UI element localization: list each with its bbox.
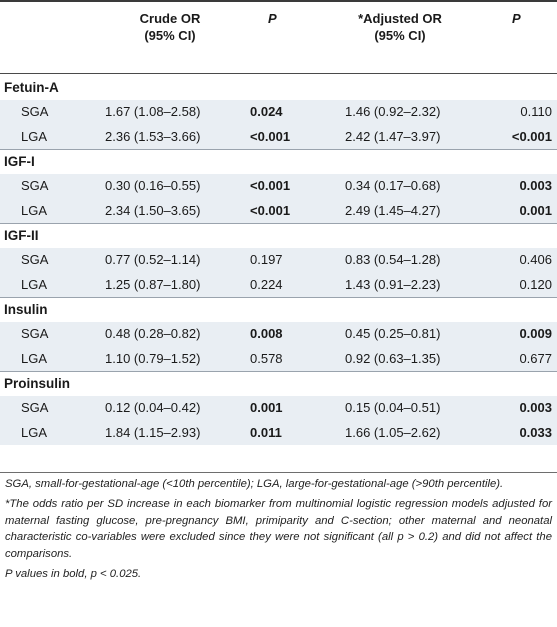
row-label: SGA xyxy=(21,104,49,119)
p-value-crude: 0.001 xyxy=(250,400,283,415)
adjusted-or-value: 0.34 (0.17–0.68) xyxy=(345,178,441,193)
row-label: SGA xyxy=(21,326,49,341)
table-bottom-rule xyxy=(0,472,557,473)
table-row xyxy=(0,396,557,421)
p-value-crude: 0.008 xyxy=(250,326,283,341)
crude-or-value: 0.77 (0.52–1.14) xyxy=(105,252,201,267)
table-row xyxy=(0,174,557,199)
group-divider xyxy=(0,223,557,224)
row-label: LGA xyxy=(21,202,48,218)
footnote-bold: P values in bold, p < 0.025. xyxy=(5,568,142,581)
adjusted-or-value: 1.43 (0.91–2.23) xyxy=(345,276,441,292)
p-value-crude: <0.001 xyxy=(250,178,291,193)
adjusted-or-value: 1.66 (1.05–2.62) xyxy=(345,424,441,440)
adjusted-or-value: 0.83 (0.54–1.28) xyxy=(345,252,441,267)
table-row xyxy=(0,100,557,125)
header-p-crude: P xyxy=(268,11,277,26)
table-row xyxy=(0,272,557,297)
header-p-adjusted: P xyxy=(512,11,521,26)
p-value-adjusted: 0.406 xyxy=(519,252,552,267)
adjusted-or-value: 2.49 (1.45–4.27) xyxy=(345,202,441,218)
adjusted-or-value: 2.42 (1.47–3.97) xyxy=(345,128,441,144)
p-value-adjusted: 0.009 xyxy=(519,326,552,341)
row-separator xyxy=(0,445,557,446)
p-value-crude: 0.197 xyxy=(250,252,283,267)
header-bottom-rule xyxy=(0,73,557,74)
p-value-crude: <0.001 xyxy=(250,128,291,144)
group-title: IGF-I xyxy=(4,154,35,169)
row-label: LGA xyxy=(21,276,48,292)
table-row xyxy=(0,248,557,273)
table-row xyxy=(0,420,557,445)
crude-or-value: 0.12 (0.04–0.42) xyxy=(105,400,201,415)
adjusted-or-value: 0.15 (0.04–0.51) xyxy=(345,400,441,415)
p-value-adjusted: 0.120 xyxy=(519,276,552,292)
footnote-adjusted: *The odds ratio per SD increase in each … xyxy=(5,498,552,560)
row-label: SGA xyxy=(21,252,49,267)
p-value-adjusted: <0.001 xyxy=(511,128,552,144)
table-top-rule xyxy=(0,0,557,2)
crude-or-value: 1.67 (1.08–2.58) xyxy=(105,104,201,119)
crude-or-value: 0.30 (0.16–0.55) xyxy=(105,178,201,193)
p-value-crude: 0.024 xyxy=(250,104,283,119)
adjusted-or-value: 1.46 (0.92–2.32) xyxy=(345,104,441,119)
crude-or-value: 1.10 (0.79–1.52) xyxy=(105,350,201,366)
crude-or-value: 1.25 (0.87–1.80) xyxy=(105,276,201,292)
crude-or-value: 2.34 (1.50–3.65) xyxy=(105,202,201,218)
table-row xyxy=(0,124,557,149)
crude-or-value: 1.84 (1.15–2.93) xyxy=(105,424,201,440)
p-value-adjusted: 0.003 xyxy=(519,400,552,415)
group-title: IGF-II xyxy=(4,228,39,243)
group-title: Fetuin-A xyxy=(4,80,59,95)
p-value-adjusted: 0.677 xyxy=(519,350,552,366)
header-crude-or-line2: (95% CI) xyxy=(144,28,196,43)
header-crude-or: Crude OR (95% CI) xyxy=(105,10,235,44)
group-title: Insulin xyxy=(4,302,48,317)
group-divider xyxy=(0,149,557,150)
table-row xyxy=(0,322,557,347)
p-value-crude: 0.224 xyxy=(250,276,283,292)
p-value-crude: <0.001 xyxy=(250,202,291,218)
group-divider xyxy=(0,297,557,298)
p-value-crude: 0.011 xyxy=(250,424,282,440)
group-divider xyxy=(0,371,557,372)
row-label: LGA xyxy=(21,424,48,440)
header-crude-or-line1: Crude OR xyxy=(139,11,201,26)
row-label: LGA xyxy=(21,128,48,144)
p-value-adjusted: 0.003 xyxy=(519,178,552,193)
row-label: SGA xyxy=(21,178,49,193)
p-value-adjusted: 0.110 xyxy=(520,104,552,119)
table-footnotes: SGA, small-for-gestational-age (<10th pe… xyxy=(5,476,552,582)
header-adjusted-or-line1: *Adjusted OR xyxy=(358,11,442,26)
crude-or-value: 2.36 (1.53–3.66) xyxy=(105,128,201,144)
header-adjusted-or-line2: (95% CI) xyxy=(374,28,426,43)
p-value-adjusted: 0.033 xyxy=(519,424,552,440)
adjusted-or-value: 0.92 (0.63–1.35) xyxy=(345,350,441,366)
header-adjusted-or: *Adjusted OR (95% CI) xyxy=(330,10,470,44)
crude-or-value: 0.48 (0.28–0.82) xyxy=(105,326,201,341)
group-title: Proinsulin xyxy=(4,376,71,391)
table-row xyxy=(0,346,557,371)
p-value-crude: 0.578 xyxy=(250,350,283,366)
table-row xyxy=(0,198,557,223)
footnote-abbreviations: SGA, small-for-gestational-age (<10th pe… xyxy=(5,478,504,490)
row-label: SGA xyxy=(21,400,49,415)
adjusted-or-value: 0.45 (0.25–0.81) xyxy=(345,326,441,341)
row-label: LGA xyxy=(21,350,48,366)
p-value-adjusted: 0.001 xyxy=(519,202,552,218)
